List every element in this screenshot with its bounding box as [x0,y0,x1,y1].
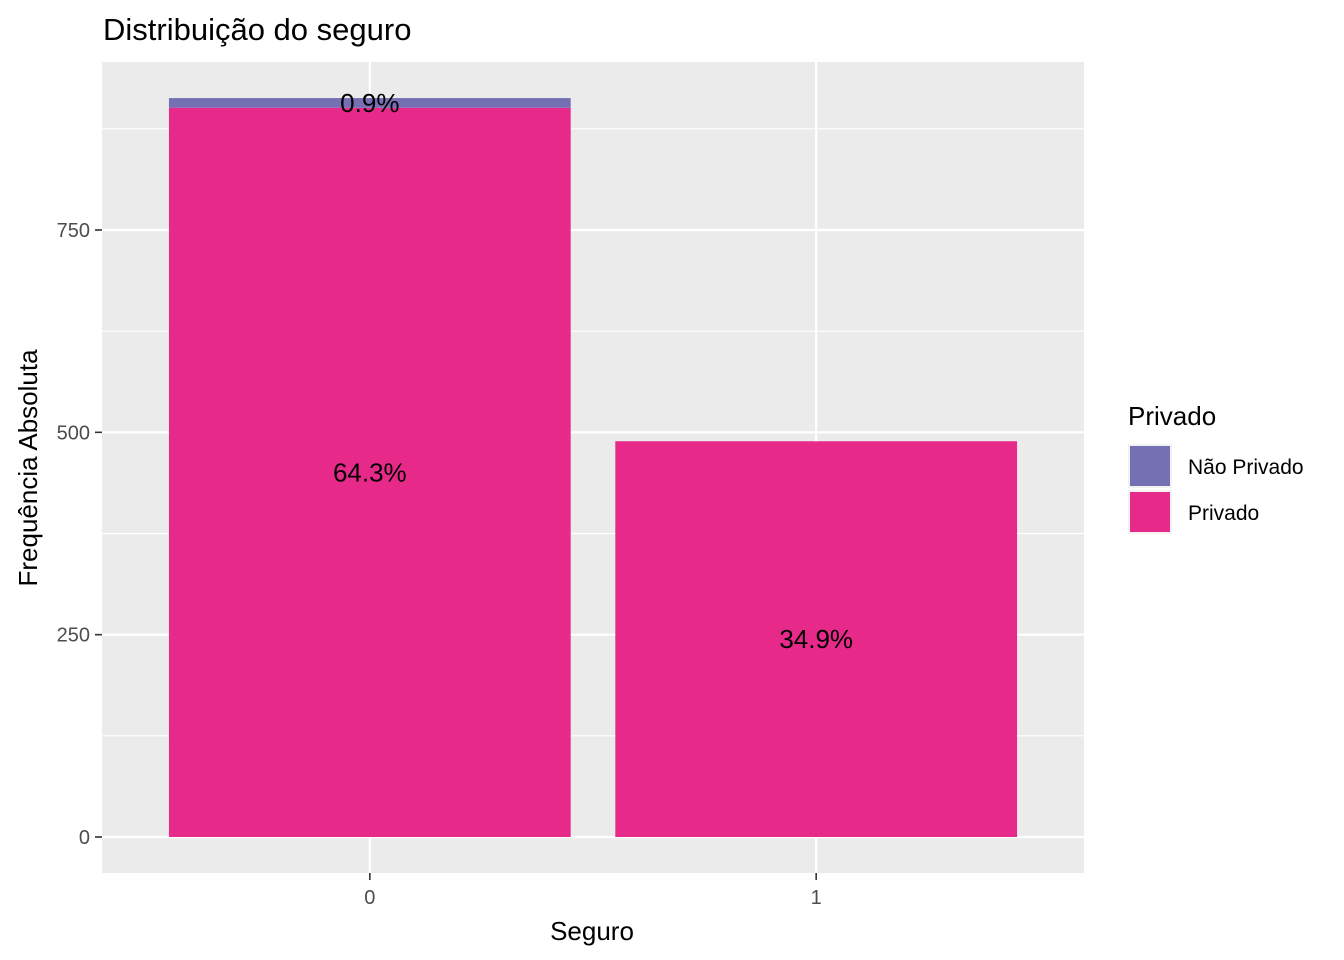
y-axis-title: Frequência Absoluta [13,349,43,587]
legend: Privado Não Privado Privado [1128,401,1304,534]
bar-segment [168,98,571,108]
axes: 0 250 500 750 0 1 [57,220,822,909]
bar-segment [615,441,1018,837]
y-tick-label: 0 [79,827,90,849]
legend-label: Não Privado [1188,456,1304,479]
y-tick-label: 750 [57,220,90,242]
bar-segment [168,107,571,838]
y-tick-label: 250 [57,625,90,647]
x-tick-label: 1 [811,887,822,909]
data-labels: 64.3% 34.9% 0.9% [333,88,853,654]
x-axis-title: Seguro [550,916,634,946]
chart-title: Distribuição do seguro [103,12,411,47]
data-label: 34.9% [779,624,853,654]
legend-swatch [1130,446,1170,486]
data-label: 64.3% [333,457,407,487]
legend-swatch [1130,492,1170,532]
legend-title: Privado [1128,401,1216,431]
legend-label: Privado [1188,502,1259,525]
legend-items: Não Privado Privado [1128,444,1304,534]
data-label: 0.9% [340,88,399,118]
bars [168,98,1018,838]
y-tick-label: 500 [57,422,90,444]
x-tick-label: 0 [364,887,375,909]
